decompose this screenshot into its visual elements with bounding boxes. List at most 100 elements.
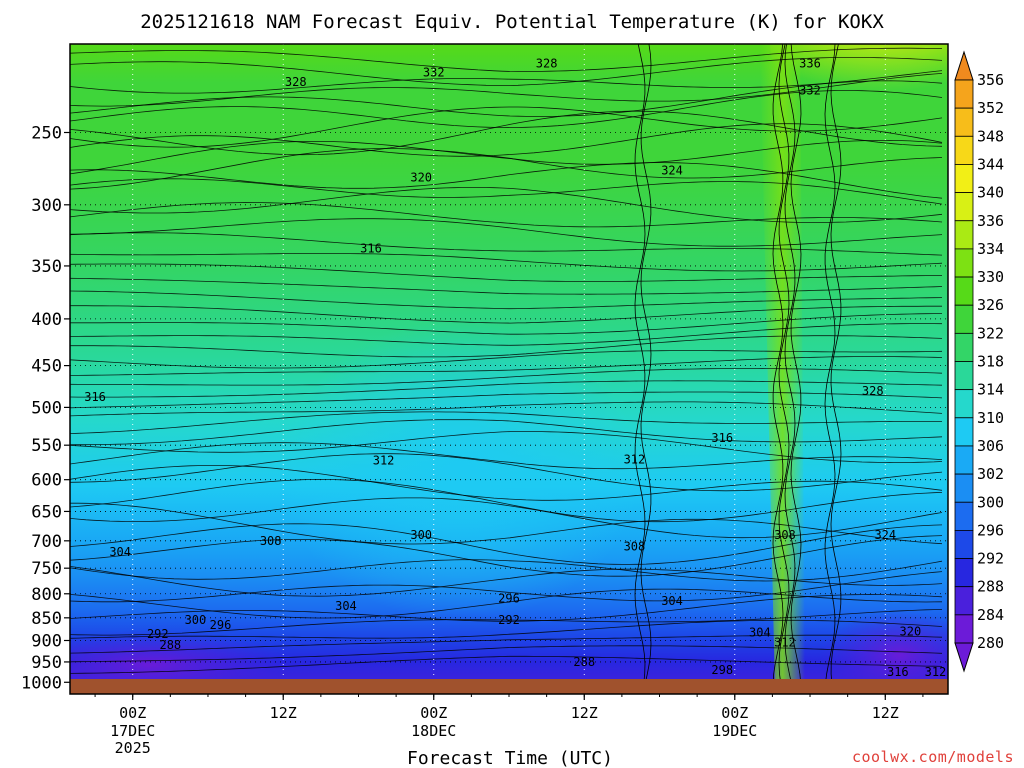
contour-label: 328: [536, 56, 558, 70]
contour-line: [70, 290, 943, 310]
contour-label: 320: [410, 170, 432, 184]
chart-title: 2025121618 NAM Forecast Equiv. Potential…: [140, 11, 884, 33]
y-tick-label: 500: [31, 398, 62, 418]
contour-line: [70, 380, 943, 398]
contour-line: [70, 497, 943, 539]
contour-line: [640, 44, 652, 694]
y-tick-label: 400: [31, 310, 62, 330]
colorbar-swatch: [954, 220, 974, 250]
contour-line: [790, 44, 802, 694]
contour-line: [70, 594, 943, 622]
colorbar-label: 314: [977, 381, 1004, 399]
x-tick-date: 17DEC: [110, 722, 155, 740]
colorbar-swatch: [954, 192, 974, 222]
contour-line: [70, 148, 943, 190]
colorbar-swatch: [954, 417, 974, 447]
colorbar-swatch: [954, 614, 974, 644]
colorbar-label: 318: [977, 353, 1004, 371]
surface-ground: [70, 679, 948, 694]
contour-label: 316: [887, 665, 909, 679]
contour-line: [70, 453, 943, 492]
colorbar-label: 340: [977, 184, 1004, 202]
contour-label: 300: [185, 613, 207, 627]
contour-line: [70, 350, 943, 369]
contour-line: [70, 619, 943, 639]
x-tick-label: 00Z: [420, 704, 447, 722]
contour-line: [824, 44, 836, 694]
contour-line: [70, 559, 943, 582]
contour-line: [70, 535, 943, 577]
contour-line: [70, 90, 943, 129]
cold-low-left: [70, 630, 290, 694]
y-tick-label: 650: [31, 502, 62, 522]
colorbar-label: 344: [977, 155, 1004, 173]
contour-label: 300: [410, 528, 432, 542]
contour-line: [70, 313, 942, 335]
contour-line: [634, 44, 646, 694]
y-tick-label: 350: [31, 257, 62, 277]
contour-label: 298: [711, 663, 733, 677]
contour-labels: 328 332 328 336 332 320 324 316 316 312 312 316 328 3…: [84, 56, 946, 691]
y-tick-label: 1000: [21, 673, 62, 693]
colorbar-label: 336: [977, 212, 1004, 230]
colorbar-label: 352: [977, 99, 1004, 117]
y-tick-label: 800: [31, 585, 62, 605]
contour-label: 308: [774, 528, 796, 542]
contour-lines: [70, 44, 943, 694]
contour-line: [70, 57, 943, 86]
contour-line: [70, 566, 943, 597]
contour-line: [70, 263, 943, 282]
colorbar-label: 296: [977, 521, 1004, 539]
x-tick-label: 12Z: [571, 704, 598, 722]
contour-line: [70, 502, 943, 545]
contour-line: [70, 323, 943, 346]
contour-label: 328: [285, 75, 307, 89]
contour-line: [70, 655, 943, 674]
y-tick-label: 550: [31, 436, 62, 456]
contour-label: 312: [925, 665, 947, 679]
contour-label: 304: [661, 594, 683, 608]
contour-label: 292: [498, 613, 520, 627]
contour-label: 304: [335, 599, 357, 613]
x-axis-label: Forecast Time (UTC): [407, 748, 613, 768]
contour-line: [70, 106, 943, 148]
colorbar-swatch: [954, 558, 974, 588]
x-tick-year: 2025: [115, 739, 151, 757]
colorbar-swatch: [954, 501, 974, 531]
colorbar-swatch: [954, 361, 974, 391]
contour-line: [70, 465, 943, 501]
colorbar-label: 300: [977, 493, 1004, 511]
cyan-core-region: [280, 320, 640, 620]
colorbar-swatch: [954, 304, 974, 334]
credit-text: coolwx.com/models: [851, 748, 1014, 766]
contour-line: [70, 218, 943, 247]
contour-line: [70, 391, 943, 409]
contour-label: 296: [498, 592, 520, 606]
colorbar-label: 310: [977, 409, 1004, 427]
y-tick-label: 250: [31, 123, 62, 143]
y-tick-label: 700: [31, 532, 62, 552]
colorbar-swatch: [954, 586, 974, 616]
contour-line: [70, 80, 943, 117]
contour-label: 304: [749, 625, 771, 639]
contour-label: 312: [624, 452, 646, 466]
contour-line: [70, 609, 943, 636]
contour-label: 288: [159, 638, 181, 652]
cold-low-right: [820, 610, 948, 694]
contour-line: [70, 419, 943, 446]
colorbar-bottom-arrow: [954, 642, 974, 673]
contour-label: 316: [84, 390, 106, 404]
colorbar-label: 322: [977, 324, 1004, 342]
contour-line: [70, 202, 943, 228]
contour-label: 292: [147, 627, 169, 641]
x-tick-label: 00Z: [119, 704, 146, 722]
x-tick-label: 00Z: [721, 704, 748, 722]
contour-line: [70, 253, 943, 272]
contour-label: 320: [900, 625, 922, 639]
colorbar-label: 334: [977, 240, 1004, 258]
colorbar-swatch: [954, 530, 974, 559]
contour-line: [772, 44, 784, 694]
colorbar-label: 302: [977, 465, 1004, 483]
